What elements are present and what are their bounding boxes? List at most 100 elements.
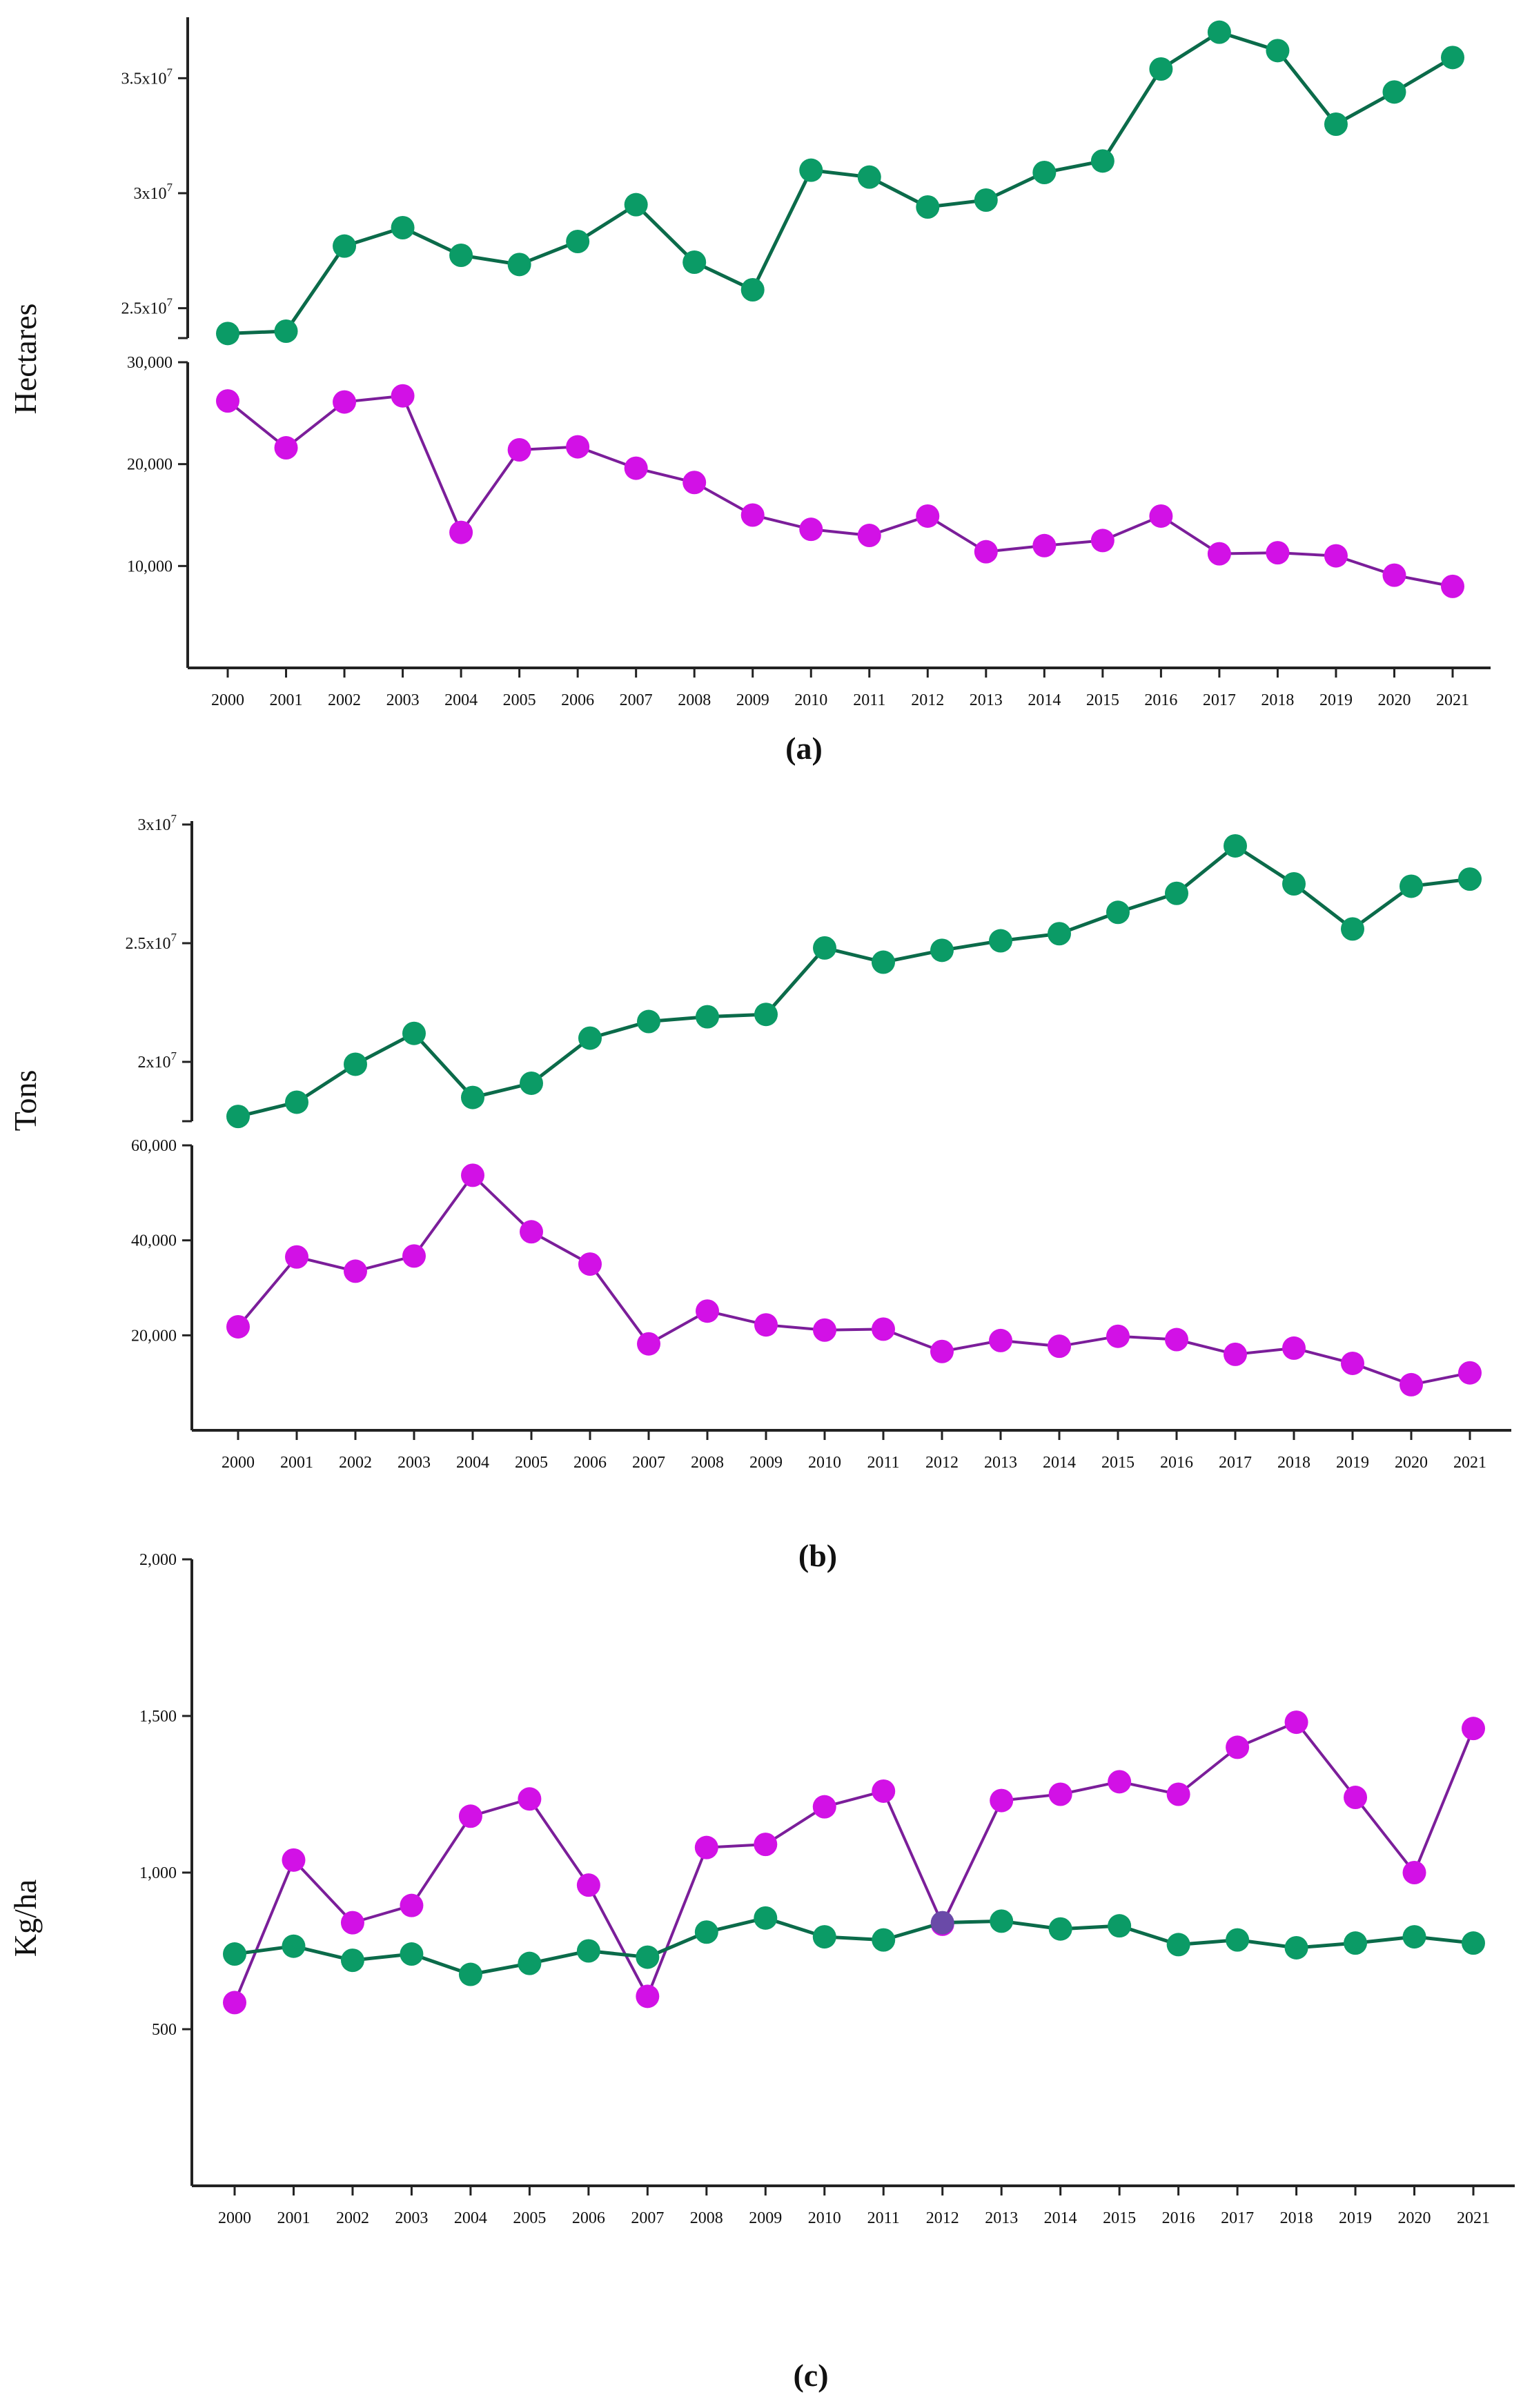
y-tick-exponent: 7	[167, 296, 173, 309]
green-data-point	[1090, 149, 1114, 173]
purple-data-point	[740, 503, 765, 527]
green-data-point	[1149, 57, 1173, 81]
y-tick-label: 20,000	[131, 1327, 177, 1345]
x-tick-label: 2014	[1044, 2209, 1077, 2227]
purple-data-point	[872, 1317, 895, 1341]
x-tick-label: 2006	[561, 691, 594, 709]
green-data-point	[872, 950, 895, 974]
green-data-point	[930, 938, 954, 963]
green-data-point	[1284, 1935, 1308, 1960]
x-tick-label: 2013	[984, 1454, 1017, 1472]
green-data-point	[1106, 900, 1130, 925]
purple-data-point	[216, 389, 239, 413]
y-tick-label: 2.5x107	[121, 296, 173, 318]
purple-data-point	[813, 1318, 836, 1342]
purple-data-point	[1462, 1717, 1485, 1741]
green-data-point	[872, 1928, 896, 1952]
green-series-line	[227, 30, 1454, 335]
x-tick-label: 2018	[1280, 2209, 1313, 2227]
green-data-point	[1324, 112, 1348, 136]
purple-data-point	[1166, 1782, 1190, 1806]
panel-b: Tons (b)	[8, 1070, 837, 1573]
green-data-point	[1382, 80, 1406, 104]
x-tick-label: 2003	[386, 691, 420, 709]
x-tick-label: 2017	[1221, 2209, 1254, 2227]
green-data-point	[1165, 881, 1188, 905]
green-data-point	[223, 1942, 246, 1966]
panel-a: Hectares (a)	[8, 304, 823, 766]
green-data-point	[1400, 874, 1423, 898]
purple-data-point	[1224, 1342, 1247, 1366]
green-data-point	[624, 193, 648, 217]
green-data-point	[507, 253, 531, 277]
x-tick-label: 2007	[631, 2209, 664, 2227]
purple-data-point	[1400, 1372, 1423, 1397]
x-tick-label: 2000	[218, 2209, 251, 2227]
green-data-point	[696, 1005, 719, 1029]
purple-data-point	[518, 1787, 542, 1811]
purple-data-point	[566, 435, 590, 459]
x-tick-label: 2008	[678, 691, 711, 709]
purple-data-point	[754, 1313, 778, 1337]
green-series-line	[234, 1916, 1474, 1977]
x-tick-label: 2002	[336, 2209, 369, 2227]
y-tick-label: 2x107	[138, 1049, 177, 1072]
x-tick-label: 2000	[222, 1454, 255, 1472]
green-data-point	[344, 1052, 367, 1076]
green-data-point	[576, 1939, 600, 1963]
purple-data-point	[916, 504, 940, 528]
green-data-point	[857, 165, 881, 189]
green-data-point	[1166, 1933, 1190, 1957]
x-tick-label: 2001	[270, 691, 303, 709]
x-tick-label: 2012	[925, 1454, 959, 1472]
purple-data-point	[1165, 1328, 1188, 1352]
green-data-point	[682, 250, 707, 274]
y-tick-label: 30,000	[127, 354, 173, 372]
x-tick-label: 2021	[1436, 691, 1469, 709]
purple-data-point	[285, 1245, 308, 1269]
y-tick-label: 20,000	[127, 456, 173, 474]
green-data-point	[916, 195, 940, 219]
x-tick-label: 2006	[572, 2209, 605, 2227]
x-tick-label: 2012	[926, 2209, 959, 2227]
purple-data-point	[1149, 504, 1173, 528]
purple-data-point	[990, 1788, 1014, 1813]
x-tick-label: 2006	[573, 1454, 607, 1472]
x-tick-label: 2005	[515, 1454, 548, 1472]
purple-data-point	[1048, 1782, 1072, 1806]
y-tick-label: 500	[152, 2021, 177, 2039]
green-data-point	[990, 1909, 1014, 1933]
x-tick-label: 2017	[1203, 691, 1236, 709]
x-tick-label: 2011	[867, 2209, 900, 2227]
green-data-point	[226, 1105, 250, 1129]
panel-c: Kg/ha (c)	[8, 1879, 829, 2393]
green-data-point	[216, 322, 239, 346]
y-tick-exponent: 7	[167, 181, 173, 194]
green-series-line	[237, 843, 1471, 1118]
green-data-point	[754, 1906, 778, 1930]
green-data-point	[391, 216, 415, 239]
green-data-point	[754, 1003, 778, 1027]
x-tick-label: 2018	[1261, 691, 1294, 709]
purple-data-point	[1106, 1324, 1130, 1348]
purple-data-point	[989, 1328, 1012, 1352]
purple-data-point	[461, 1163, 484, 1187]
purple-data-point	[1441, 574, 1464, 598]
purple-data-point	[1207, 542, 1231, 566]
x-tick-label: 2009	[749, 2209, 782, 2227]
purple-data-point	[872, 1779, 896, 1803]
green-data-point	[520, 1071, 543, 1095]
panel-c-label: (c)	[793, 2358, 828, 2393]
purple-data-point	[812, 1795, 836, 1819]
x-tick-label: 2016	[1162, 2209, 1195, 2227]
green-data-point	[636, 1945, 660, 1969]
purple-data-point	[1402, 1861, 1426, 1884]
purple-data-point	[1032, 533, 1057, 557]
purple-data-point	[637, 1332, 660, 1356]
green-data-point	[1048, 1917, 1072, 1941]
y-tick-exponent: 7	[167, 66, 173, 79]
purple-data-point	[1324, 544, 1348, 568]
purple-data-point	[520, 1220, 543, 1244]
purple-data-point	[682, 471, 707, 495]
